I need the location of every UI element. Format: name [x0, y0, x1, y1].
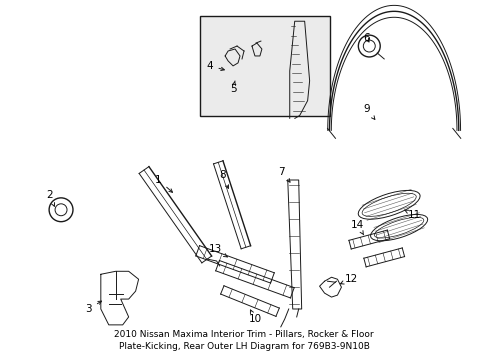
Bar — [200, 16, 329, 116]
Text: 14: 14 — [350, 220, 363, 235]
Text: 11: 11 — [404, 210, 420, 220]
Text: 5: 5 — [229, 81, 236, 94]
Text: 3: 3 — [85, 301, 102, 314]
Text: 7: 7 — [278, 167, 289, 182]
Text: 13: 13 — [208, 244, 227, 257]
Text: 6: 6 — [362, 33, 369, 43]
Text: 9: 9 — [362, 104, 374, 120]
Text: 12: 12 — [340, 274, 357, 284]
Text: 10: 10 — [248, 310, 261, 324]
Text: 8: 8 — [218, 170, 228, 188]
Text: 2: 2 — [46, 190, 55, 206]
Text: 1: 1 — [155, 175, 172, 192]
Text: 2010 Nissan Maxima Interior Trim - Pillars, Rocker & Floor
Plate-Kicking, Rear O: 2010 Nissan Maxima Interior Trim - Pilla… — [114, 330, 373, 351]
Text: 4: 4 — [206, 61, 224, 71]
